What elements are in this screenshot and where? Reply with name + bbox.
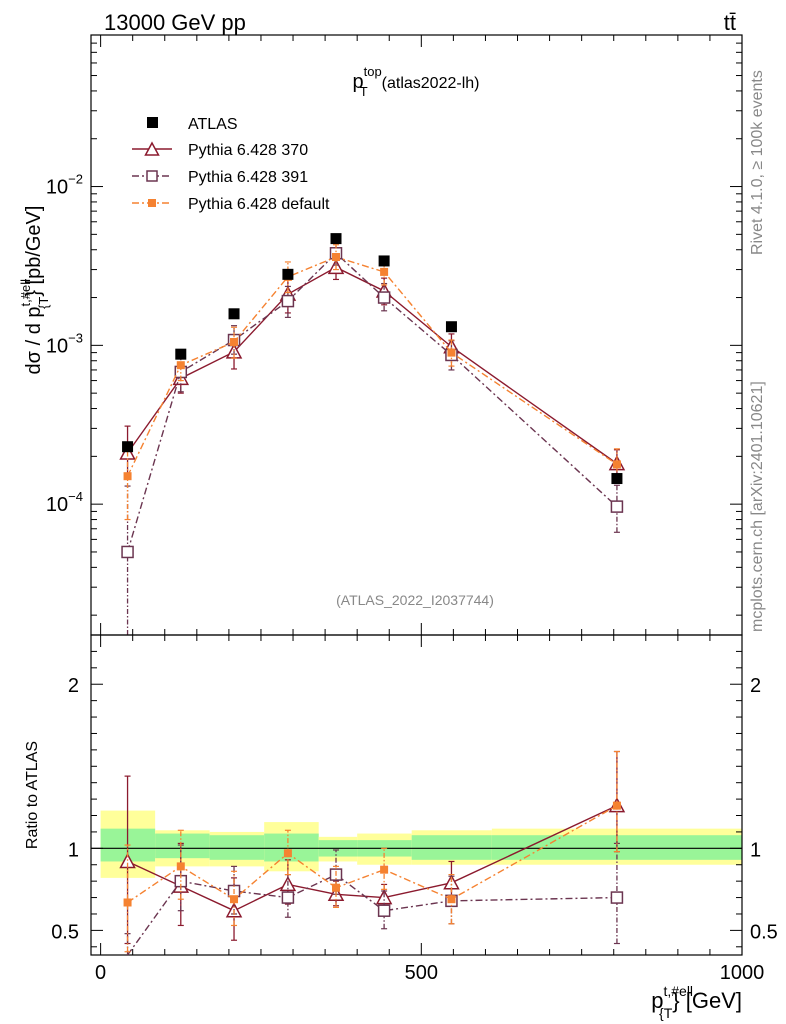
data-point bbox=[445, 321, 457, 333]
data-point bbox=[332, 883, 341, 892]
ratio-y-tick-label-right: 2 bbox=[750, 675, 761, 697]
ratio-x-axis: 0 500 1000 bbox=[95, 635, 764, 984]
data-point bbox=[611, 473, 623, 485]
ratio-y-tick-label: 0.5 bbox=[51, 921, 79, 943]
green-band-bin bbox=[264, 833, 319, 862]
legend-label-pythia-391: Pythia 6.428 391 bbox=[188, 169, 308, 186]
legend-label-atlas: ATLAS bbox=[188, 116, 238, 133]
main-series-layer bbox=[119, 233, 626, 635]
series-line-pythia-370 bbox=[127, 805, 618, 912]
ratio-frame bbox=[90, 634, 743, 956]
ratio-y-tick-label: 2 bbox=[68, 675, 79, 697]
ratio-y-tick-label: 1 bbox=[68, 839, 79, 861]
series-line-pythia-391 bbox=[126, 252, 618, 553]
x-tick-label: 1000 bbox=[720, 962, 765, 984]
final-state-label: tt̄ bbox=[724, 10, 736, 35]
x-tick-label: 0 bbox=[95, 962, 106, 984]
data-point bbox=[230, 337, 239, 346]
data-point bbox=[281, 294, 295, 308]
legend: ATLAS Pythia 6.428 370 Pythia 6.428 391 … bbox=[132, 116, 330, 213]
green-band-bin bbox=[209, 835, 265, 860]
data-point bbox=[282, 268, 294, 280]
legend-marker-pythia-370 bbox=[144, 141, 160, 156]
legend-label-pythia-default: Pythia 6.428 default bbox=[188, 196, 330, 213]
series-line-pythia-default bbox=[126, 256, 618, 477]
data-point bbox=[377, 904, 391, 917]
data-point bbox=[123, 898, 132, 907]
ratio-uncertainty-bands bbox=[91, 810, 742, 878]
ratio-y-axis: 0.5 0.5 1 1 2 2 bbox=[51, 650, 778, 948]
y-tick-label: 10−4 bbox=[46, 489, 83, 516]
data-point bbox=[175, 348, 187, 360]
data-point bbox=[447, 895, 456, 904]
data-point bbox=[612, 801, 621, 810]
data-point bbox=[610, 500, 624, 513]
ratio-panel: 0.5 0.5 1 1 2 2 0 500 1000 Ratio to ATLAS pt,#e… bbox=[24, 634, 778, 1021]
series-pythia-default bbox=[123, 244, 621, 521]
rivet-version-label: Rivet 4.1.0, ≥ 100k events bbox=[749, 70, 766, 255]
series-line-pythia-default bbox=[127, 805, 618, 904]
ratio-y-tick-label-right: 1 bbox=[750, 839, 761, 861]
legend-entry-pythia-default: Pythia 6.428 default bbox=[132, 196, 330, 213]
legend-marker-pythia-391 bbox=[146, 170, 158, 182]
legend-label-pythia-370: Pythia 6.428 370 bbox=[188, 142, 308, 159]
data-point bbox=[122, 441, 134, 453]
data-point bbox=[330, 233, 342, 245]
ratio-series-layer bbox=[119, 750, 626, 956]
data-point bbox=[610, 891, 624, 904]
data-point bbox=[283, 849, 292, 858]
data-point bbox=[176, 862, 185, 871]
y-tick-label: 10−3 bbox=[46, 330, 83, 357]
data-point bbox=[612, 460, 621, 469]
plot-title: ptop T (atlas2022-lh) bbox=[353, 64, 480, 99]
data-point bbox=[380, 865, 389, 874]
series-line-pythia-370 bbox=[126, 266, 618, 465]
data-point bbox=[378, 255, 390, 267]
data-point bbox=[332, 253, 341, 262]
data-point bbox=[230, 895, 239, 904]
data-point bbox=[377, 291, 391, 304]
legend-entry-atlas: ATLAS bbox=[147, 116, 238, 133]
data-point bbox=[281, 891, 295, 904]
y-tick-label: 10−2 bbox=[46, 172, 83, 199]
data-point bbox=[176, 361, 185, 370]
green-band-bin bbox=[411, 835, 492, 860]
analysis-watermark: (ATLAS_2022_I2037744) bbox=[336, 592, 494, 608]
legend-marker-atlas bbox=[147, 117, 158, 128]
series-pythia-default bbox=[123, 750, 621, 953]
x-axis-label: pt,#ell {T} [GeV] bbox=[651, 983, 742, 1021]
x-tick-label: 500 bbox=[405, 962, 438, 984]
process-label: 13000 GeV pp bbox=[104, 10, 246, 35]
data-point bbox=[380, 267, 389, 276]
series-pythia-370 bbox=[119, 254, 626, 482]
main-panel: 10−4 10−3 10−2 ptop T (atlas2022-lh) dσ / d … bbox=[18, 34, 743, 636]
data-point bbox=[121, 545, 134, 559]
legend-entry-pythia-391: Pythia 6.428 391 bbox=[132, 169, 308, 186]
series-line-pythia-391 bbox=[126, 873, 617, 956]
legend-marker-pythia-default bbox=[148, 199, 156, 207]
green-band-bin bbox=[155, 833, 210, 859]
ratio-y-axis-label: Ratio to ATLAS bbox=[24, 741, 41, 849]
ratio-y-tick-label-right: 0.5 bbox=[750, 921, 778, 943]
data-point bbox=[228, 308, 240, 320]
mcplots-credit-label: mcplots.cern.ch [arXiv:2401.10621] bbox=[749, 381, 766, 632]
legend-entry-pythia-370: Pythia 6.428 370 bbox=[132, 141, 308, 159]
main-x-axis-ticks bbox=[100, 35, 743, 635]
series-atlas bbox=[122, 233, 623, 485]
series-pythia-391 bbox=[121, 241, 624, 635]
data-point bbox=[447, 348, 456, 357]
main-y-axis: 10−4 10−3 10−2 bbox=[46, 34, 742, 616]
main-y-axis-label: dσ / d pt,#ell {T} [pb/GeV] bbox=[18, 206, 51, 375]
data-point bbox=[123, 472, 132, 481]
